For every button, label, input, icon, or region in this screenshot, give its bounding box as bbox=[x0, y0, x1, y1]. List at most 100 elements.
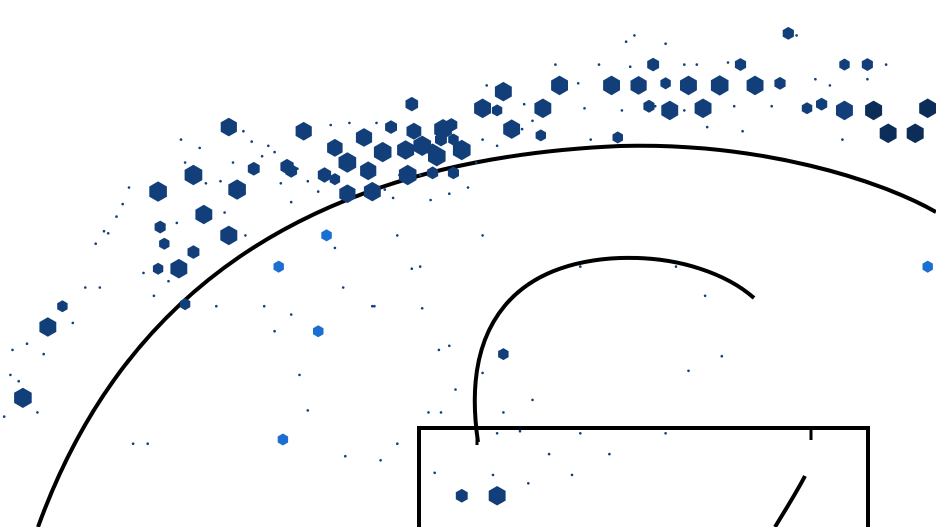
hexbin bbox=[448, 133, 459, 146]
hexbin bbox=[295, 121, 312, 141]
sparse-point bbox=[242, 129, 245, 133]
hexbin bbox=[14, 387, 32, 408]
hexbin bbox=[220, 117, 237, 137]
hexbin bbox=[228, 179, 246, 200]
sparse-point bbox=[383, 188, 387, 191]
sparse-point bbox=[418, 265, 422, 268]
hexbin bbox=[57, 300, 68, 313]
sparse-point bbox=[17, 379, 21, 383]
sparse-point bbox=[495, 144, 499, 148]
sparse-point bbox=[531, 119, 534, 123]
hexbin bbox=[498, 348, 509, 361]
sparse-point bbox=[448, 344, 451, 348]
hexbin bbox=[360, 161, 377, 181]
sparse-point bbox=[223, 211, 226, 214]
hexbin bbox=[329, 173, 341, 186]
sparse-point bbox=[175, 221, 179, 225]
sparse-point bbox=[828, 84, 832, 87]
sparse-point bbox=[420, 307, 424, 310]
hexbin bbox=[321, 229, 332, 242]
sparse-point bbox=[198, 146, 201, 150]
sparse-point bbox=[720, 354, 724, 358]
hexbin bbox=[413, 135, 432, 156]
hexbin bbox=[285, 163, 298, 178]
sparse-point bbox=[485, 84, 489, 87]
sparse-point bbox=[481, 138, 484, 141]
hexbin bbox=[603, 75, 620, 96]
hexbin bbox=[179, 298, 191, 311]
sparse-point bbox=[466, 186, 470, 189]
sparse-point bbox=[429, 198, 432, 202]
hexbin bbox=[159, 237, 170, 250]
sparse-point bbox=[410, 267, 414, 271]
sparse-point bbox=[527, 482, 530, 485]
hexbin bbox=[503, 119, 521, 139]
sparse-point bbox=[520, 127, 524, 131]
sparse-point bbox=[502, 411, 505, 414]
restricted-arc bbox=[773, 475, 807, 527]
sparse-point bbox=[531, 398, 534, 402]
sparse-point bbox=[620, 109, 624, 112]
hexbin bbox=[39, 317, 57, 337]
sparse-point bbox=[570, 473, 574, 477]
hexbin bbox=[801, 102, 813, 115]
hexbin bbox=[152, 262, 164, 275]
hexbin-layer bbox=[14, 26, 936, 506]
sparse-point bbox=[726, 61, 730, 64]
sparse-point bbox=[597, 63, 601, 66]
hexbin bbox=[839, 58, 850, 71]
sparse-point bbox=[674, 265, 678, 268]
hexbin bbox=[273, 260, 284, 273]
sparse-point bbox=[2, 415, 6, 418]
hexbin bbox=[184, 164, 203, 186]
hexbin bbox=[661, 100, 679, 121]
hexbin bbox=[398, 164, 417, 186]
sparse-point bbox=[579, 432, 582, 435]
sparse-point bbox=[481, 371, 484, 375]
sparse-point bbox=[94, 242, 97, 245]
sparse-point bbox=[306, 179, 310, 183]
sparse-point bbox=[695, 63, 699, 66]
free-throw-circle bbox=[472, 255, 756, 443]
hexbin bbox=[327, 138, 343, 157]
sparse-point bbox=[624, 40, 628, 43]
hexbin bbox=[660, 77, 671, 90]
hexbin bbox=[195, 204, 213, 225]
hexbin bbox=[746, 75, 764, 96]
sparse-point bbox=[9, 373, 12, 377]
court-lines bbox=[36, 143, 936, 527]
sparse-point bbox=[250, 140, 253, 143]
hexbin bbox=[406, 122, 422, 140]
sparse-point bbox=[576, 82, 580, 85]
sparse-point bbox=[427, 411, 430, 414]
hexbin bbox=[861, 58, 873, 71]
hexbin bbox=[906, 123, 924, 144]
hexbin bbox=[313, 325, 324, 338]
sparse-point bbox=[795, 34, 798, 37]
sparse-point bbox=[98, 286, 102, 289]
hexbin bbox=[385, 120, 397, 134]
sparse-point bbox=[664, 432, 667, 435]
hexbin bbox=[220, 225, 238, 246]
hexbin bbox=[643, 99, 655, 113]
sparse-point bbox=[579, 265, 582, 268]
hexbin bbox=[338, 152, 357, 173]
sparse-point bbox=[219, 179, 222, 183]
sparse-point bbox=[583, 107, 586, 110]
sparse-point bbox=[454, 388, 457, 391]
sparse-points-layer bbox=[2, 34, 888, 485]
hexbin bbox=[710, 75, 729, 96]
hexbin bbox=[491, 104, 503, 117]
hexbin bbox=[734, 58, 747, 71]
sparse-point bbox=[866, 77, 869, 81]
hexbin bbox=[879, 123, 897, 144]
sparse-point bbox=[344, 454, 347, 458]
sparse-point bbox=[341, 286, 345, 289]
sparse-point bbox=[732, 104, 736, 108]
sparse-point bbox=[396, 234, 399, 237]
hexbin bbox=[427, 166, 439, 180]
sparse-point bbox=[495, 432, 499, 435]
sparse-point bbox=[589, 138, 592, 141]
hexbin bbox=[405, 96, 419, 112]
hexbin bbox=[494, 81, 512, 102]
